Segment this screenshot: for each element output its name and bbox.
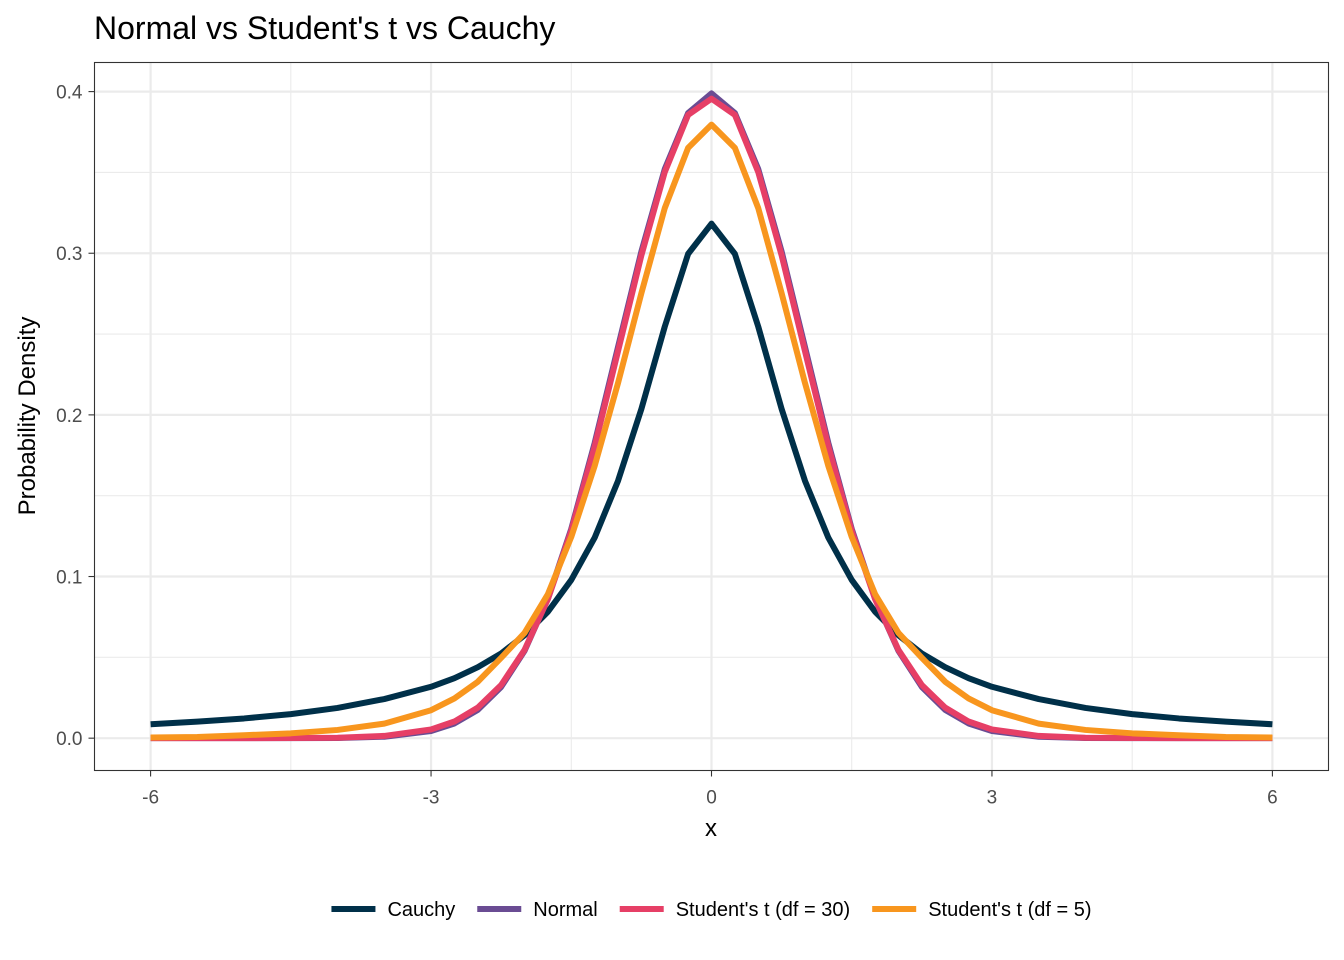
- y-axis-title: Probability Density: [14, 317, 41, 516]
- grid: [94, 62, 1329, 771]
- y-tick-label-3: 0.3: [56, 244, 82, 265]
- legend-label-1: Normal: [533, 899, 597, 921]
- x-tick-label-0: -6: [142, 788, 159, 809]
- x-tick-label-2: 0: [706, 788, 717, 809]
- legend-label-3: Student's t (df = 5): [928, 899, 1091, 921]
- legend-item-3: Student's t (df = 5): [872, 899, 1092, 921]
- legend-item-1: Normal: [477, 899, 598, 921]
- series-line-3: [150, 121, 1273, 741]
- legend-label-0: Cauchy: [387, 899, 455, 921]
- legend-item-0: Cauchy: [331, 899, 455, 921]
- y-axis: 0.0 0.1 0.2 0.3 0.4: [56, 83, 95, 750]
- y-tick-label-4: 0.4: [56, 83, 83, 104]
- legend-item-2: Student's t (df = 30): [619, 899, 850, 921]
- x-tick-label-4: 6: [1267, 788, 1278, 809]
- legend-label-2: Student's t (df = 30): [676, 899, 850, 921]
- series-lines: [150, 90, 1273, 742]
- legend: Cauchy Normal Student's t (df = 30) Student…: [331, 899, 1092, 921]
- chart-title: Normal vs Student's t vs Cauchy: [94, 10, 555, 46]
- y-tick-label-1: 0.1: [56, 568, 82, 589]
- x-axis-title: x: [705, 815, 717, 842]
- series-line-2: [150, 95, 1273, 742]
- x-tick-label-3: 3: [987, 788, 998, 809]
- x-axis: -6 -3 0 3 6: [142, 770, 1278, 809]
- x-tick-label-1: -3: [423, 788, 440, 809]
- series-line-0: [150, 220, 1273, 728]
- y-tick-label-2: 0.2: [56, 406, 82, 427]
- y-tick-label-0: 0.0: [56, 729, 82, 750]
